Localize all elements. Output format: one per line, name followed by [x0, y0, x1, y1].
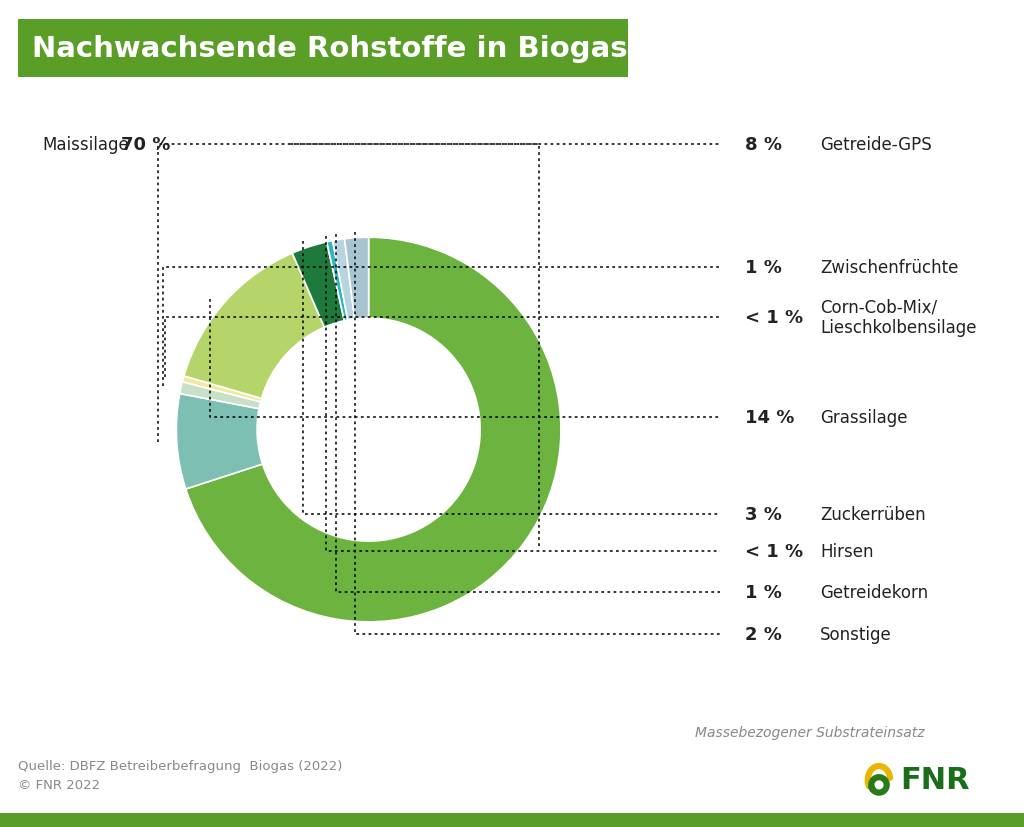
- Text: Massebezogener Substrateinsatz: Massebezogener Substrateinsatz: [695, 725, 925, 739]
- Wedge shape: [327, 241, 348, 322]
- Wedge shape: [185, 238, 561, 622]
- Wedge shape: [292, 242, 344, 327]
- Text: 2 %: 2 %: [745, 625, 782, 643]
- FancyBboxPatch shape: [18, 20, 628, 78]
- Text: Quelle: DBFZ Betreiberbefragung  Biogas (2022)
© FNR 2022: Quelle: DBFZ Betreiberbefragung Biogas (…: [18, 759, 342, 791]
- Text: Zuckerrüben: Zuckerrüben: [820, 505, 926, 523]
- Wedge shape: [176, 394, 262, 490]
- Text: Grassilage: Grassilage: [820, 409, 907, 427]
- Text: 3 %: 3 %: [745, 505, 782, 523]
- Text: < 1 %: < 1 %: [745, 543, 803, 561]
- Text: 70 %: 70 %: [121, 136, 170, 154]
- Text: < 1 %: < 1 %: [745, 308, 803, 327]
- FancyBboxPatch shape: [0, 813, 1024, 827]
- Text: 8 %: 8 %: [745, 136, 782, 154]
- Text: Zwischenfrüchte: Zwischenfrüchte: [820, 259, 958, 277]
- Wedge shape: [344, 238, 369, 319]
- Text: Corn-Cob-Mix/
Lieschkolbensilage: Corn-Cob-Mix/ Lieschkolbensilage: [820, 299, 977, 337]
- Text: Sonstige: Sonstige: [820, 625, 892, 643]
- Text: 1 %: 1 %: [745, 259, 782, 277]
- Text: Getreidekorn: Getreidekorn: [820, 583, 928, 601]
- Text: Getreide-GPS: Getreide-GPS: [820, 136, 932, 154]
- Text: Hirsen: Hirsen: [820, 543, 873, 561]
- Text: Maissilage: Maissilage: [42, 136, 129, 154]
- Wedge shape: [184, 254, 325, 399]
- Wedge shape: [180, 382, 260, 409]
- Text: 14 %: 14 %: [745, 409, 795, 427]
- Wedge shape: [333, 240, 354, 321]
- Wedge shape: [182, 376, 261, 402]
- Text: Nachwachsende Rohstoffe in Biogasanlagen 2021: Nachwachsende Rohstoffe in Biogasanlagen…: [32, 35, 850, 63]
- Text: 1 %: 1 %: [745, 583, 782, 601]
- Text: FNR: FNR: [900, 766, 970, 795]
